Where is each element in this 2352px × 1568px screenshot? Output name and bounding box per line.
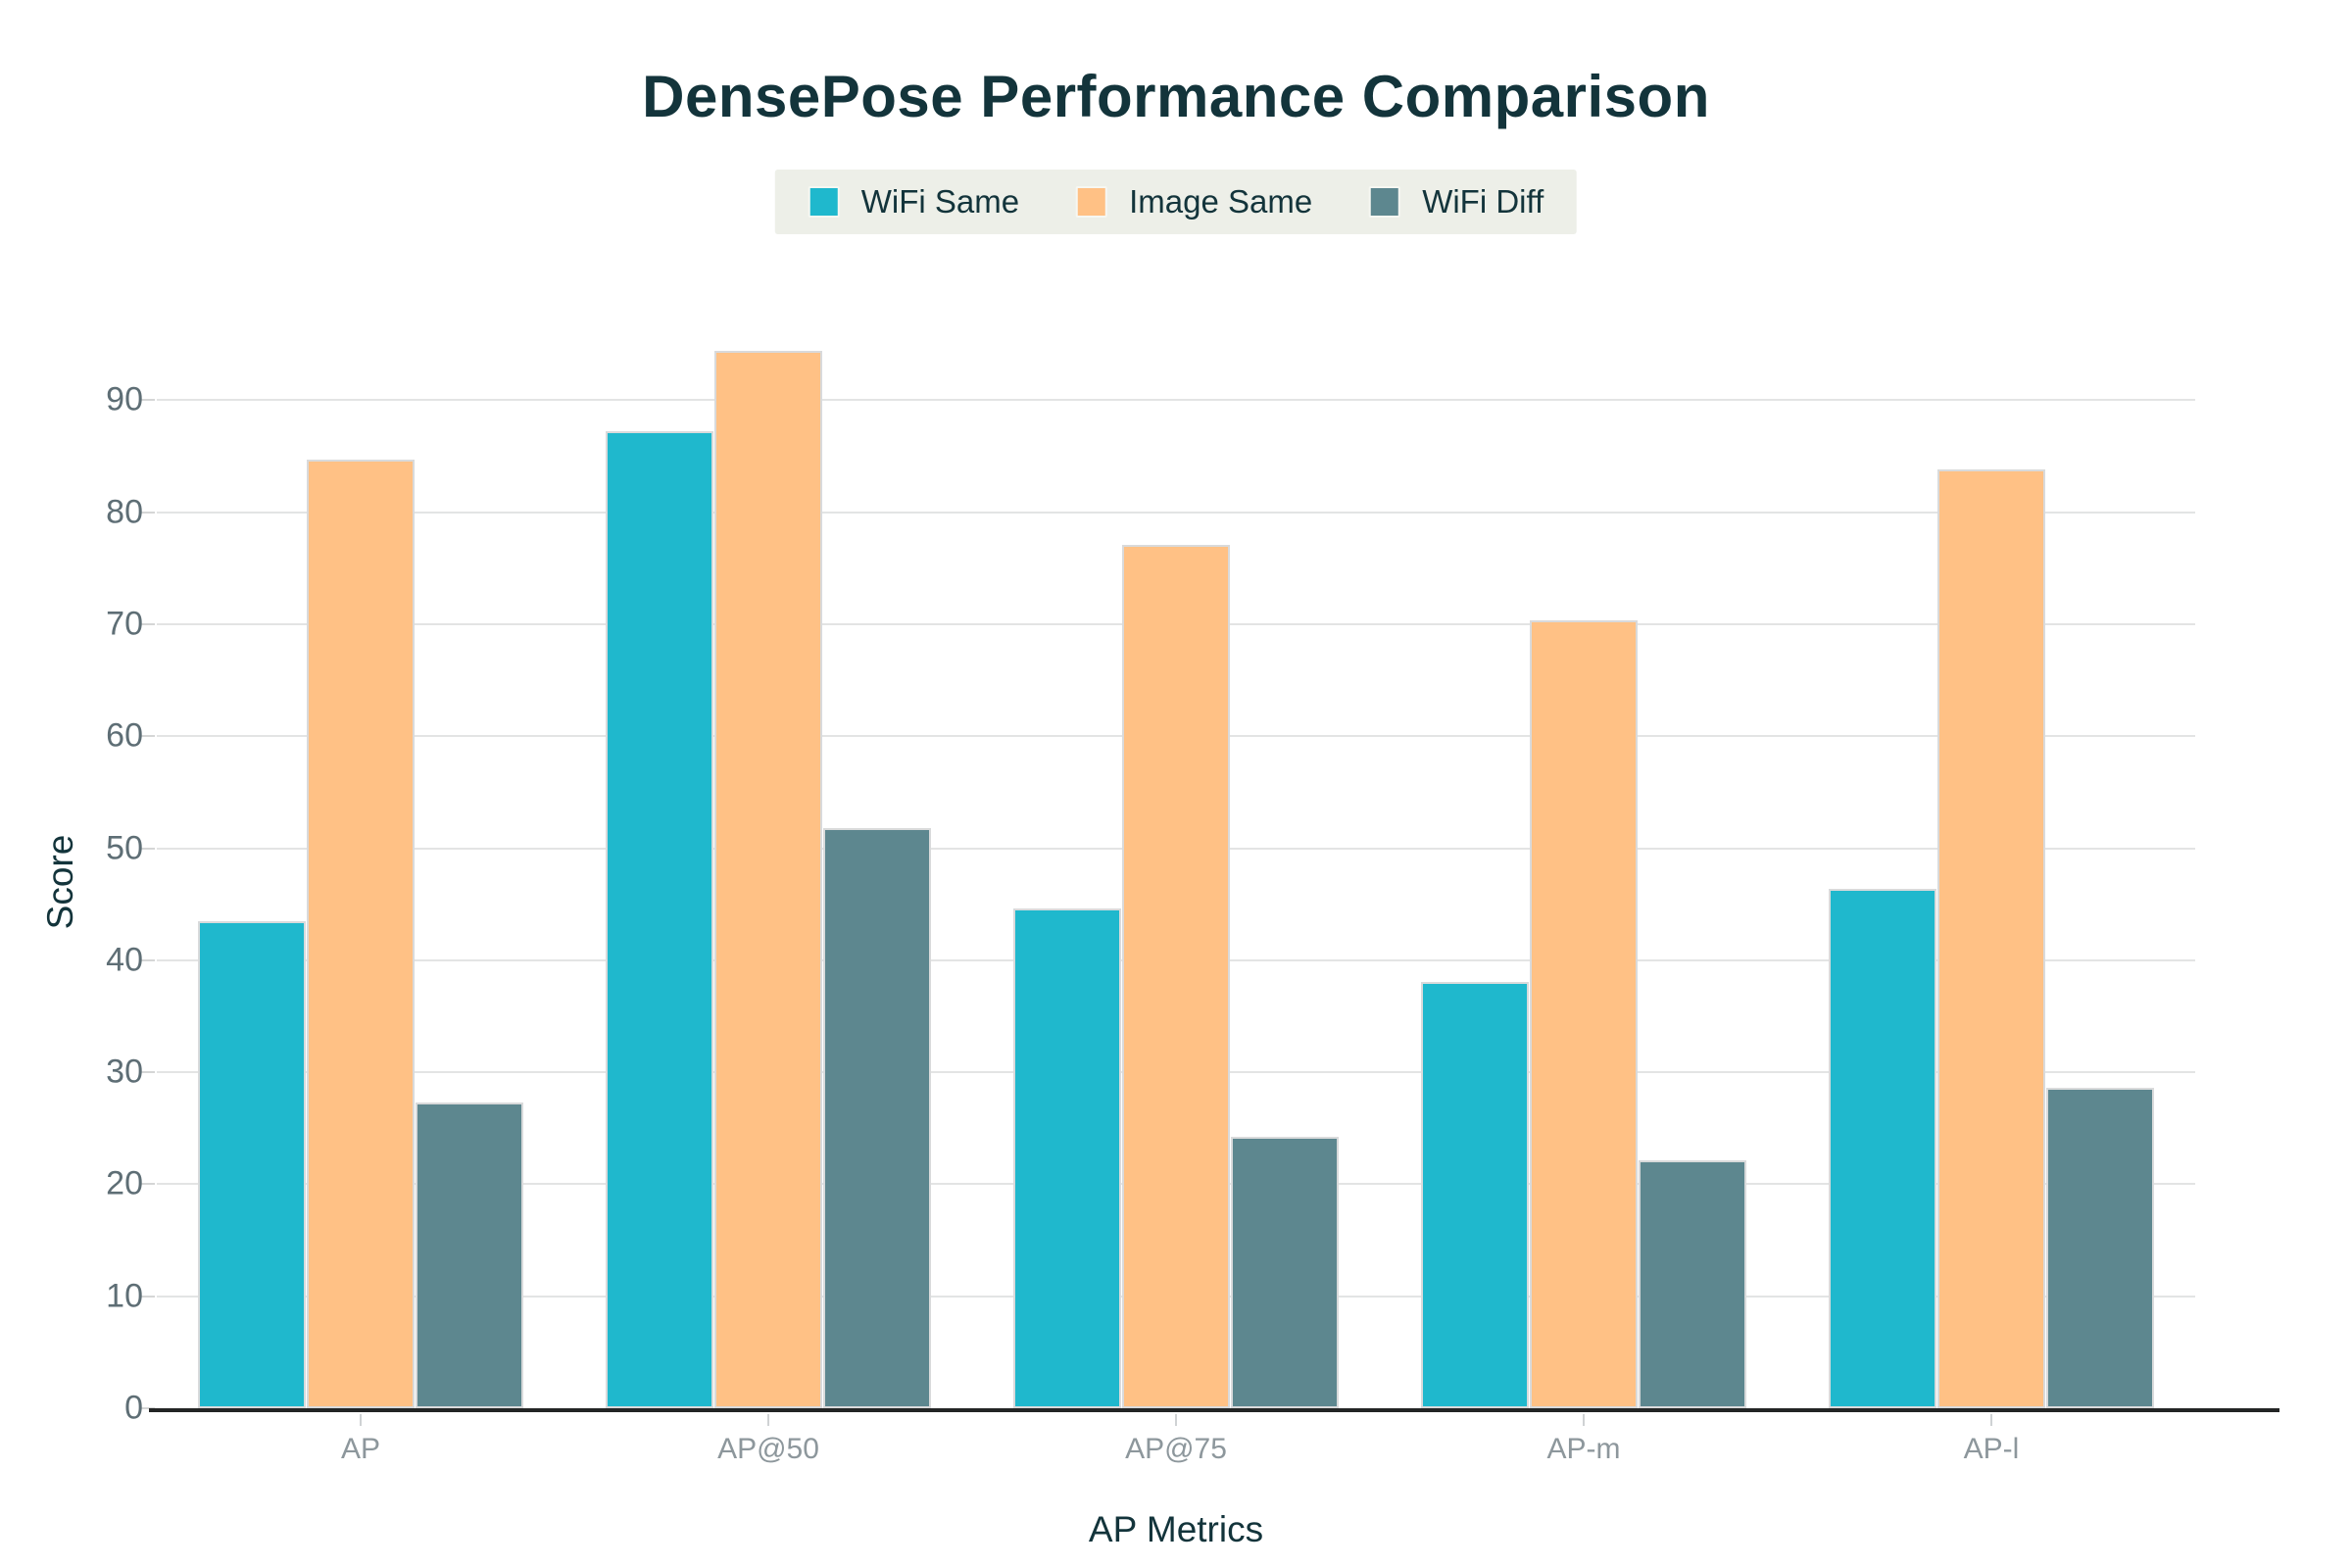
bar-wifi-same-ap-50 (606, 431, 713, 1408)
bar-wifi-diff-ap-l (2046, 1088, 2154, 1408)
bar-wifi-diff-ap-75 (1231, 1137, 1339, 1408)
y-tick-mark-20 (141, 1183, 155, 1186)
y-tick-label-90: 90 (106, 380, 143, 418)
y-axis-title: Score (40, 834, 80, 930)
bar-image-same-ap-75 (1122, 544, 1230, 1408)
bar-wifi-diff-ap (416, 1102, 523, 1408)
legend-item-wifi-same: WiFi Same (808, 183, 1019, 220)
legend-swatch-wifi-same (808, 186, 840, 218)
legend-label-wifi-diff: WiFi Diff (1422, 183, 1544, 220)
x-axis-line (149, 1408, 2279, 1412)
legend-label-image-same: Image Same (1129, 183, 1313, 220)
y-tick-label-40: 40 (106, 941, 143, 979)
bar-wifi-same-ap (198, 920, 306, 1408)
y-tick-mark-70 (141, 622, 155, 625)
x-tick-mark-ap-75 (1175, 1414, 1177, 1426)
y-tick-label-0: 0 (124, 1389, 143, 1427)
x-tick-label-ap-75: AP@75 (1125, 1433, 1227, 1465)
bar-wifi-diff-ap-m (1639, 1160, 1746, 1408)
gridline-80 (157, 511, 2195, 514)
legend-swatch-image-same (1076, 186, 1108, 218)
y-tick-label-50: 50 (106, 829, 143, 866)
x-tick-mark-ap-l (1990, 1414, 1992, 1426)
gridline-90 (157, 399, 2195, 402)
y-tick-mark-40 (141, 958, 155, 961)
y-tick-label-60: 60 (106, 716, 143, 755)
bar-image-same-ap (307, 459, 415, 1408)
bar-wifi-diff-ap-50 (823, 827, 931, 1408)
x-tick-mark-ap (360, 1414, 362, 1426)
legend: WiFi Same Image Same WiFi Diff (774, 170, 1578, 234)
y-tick-mark-80 (141, 511, 155, 514)
legend-item-wifi-diff: WiFi Diff (1369, 183, 1544, 220)
y-tick-mark-10 (141, 1295, 155, 1298)
bar-image-same-ap-50 (714, 351, 822, 1408)
y-tick-mark-0 (141, 1407, 155, 1409)
y-tick-label-70: 70 (106, 605, 143, 643)
bar-wifi-same-ap-l (1829, 888, 1936, 1408)
y-tick-label-80: 80 (106, 493, 143, 531)
chart-title: DensePose Performance Comparison (642, 64, 1710, 129)
x-tick-label-ap-50: AP@50 (717, 1433, 819, 1465)
legend-item-image-same: Image Same (1076, 183, 1312, 220)
y-tick-mark-60 (141, 735, 155, 738)
y-tick-label-10: 10 (106, 1277, 143, 1315)
x-tick-mark-ap-50 (767, 1414, 769, 1426)
bar-wifi-same-ap-m (1421, 981, 1529, 1408)
legend-label-wifi-same: WiFi Same (860, 183, 1020, 220)
bar-image-same-ap-m (1530, 620, 1638, 1408)
y-tick-mark-50 (141, 847, 155, 850)
x-tick-label-ap-m: AP-m (1546, 1433, 1621, 1465)
legend-swatch-wifi-diff (1369, 186, 1401, 218)
y-tick-mark-90 (141, 399, 155, 402)
x-tick-label-ap-l: AP-l (1963, 1433, 2020, 1465)
x-tick-label-ap: AP (340, 1433, 381, 1465)
y-tick-label-30: 30 (106, 1053, 143, 1091)
y-tick-mark-30 (141, 1071, 155, 1074)
bar-image-same-ap-l (1937, 469, 2045, 1408)
x-tick-mark-ap-m (1583, 1414, 1585, 1426)
x-axis-title: AP Metrics (1088, 1509, 1264, 1549)
bar-wifi-same-ap-75 (1013, 908, 1121, 1408)
y-tick-label-20: 20 (106, 1164, 143, 1202)
